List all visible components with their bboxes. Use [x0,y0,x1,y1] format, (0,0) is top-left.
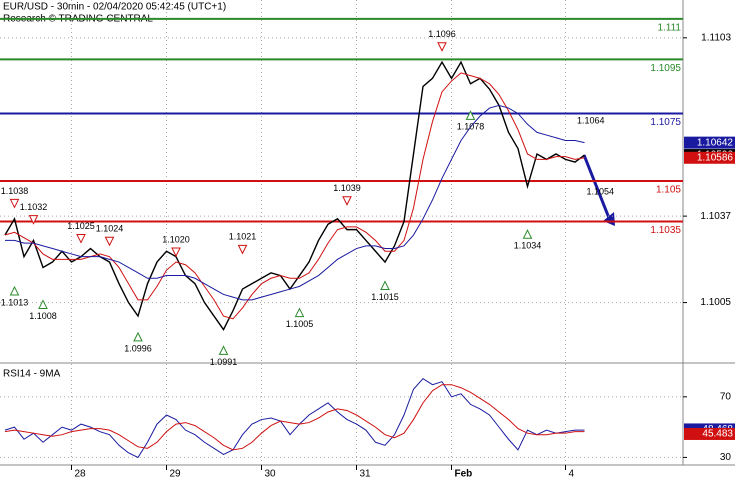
y-tick-label: 1.1005 [700,297,731,308]
annotation-label: 1.1015 [371,292,399,302]
annotation-label: 1.1078 [457,122,485,132]
x-tick-label: 31 [360,469,372,480]
level-label: 1.111 [657,23,681,34]
level-label: 1.1075 [650,117,681,128]
annotation-label: 1.0991 [210,357,238,367]
low-marker [522,229,533,239]
annotation-label: 1.1020 [162,234,190,244]
high-marker [76,234,86,244]
low-marker [9,285,20,296]
series-line [5,104,585,301]
annotation-label: 1.1021 [229,232,257,242]
annotation-label: 1.1032 [20,202,48,212]
low-marker [38,299,48,309]
x-tick-label: 30 [265,469,277,480]
low-marker [218,345,229,355]
high-marker [342,196,352,206]
forecast-arrow [582,154,611,219]
annotation-label: 1.1096 [428,29,456,39]
low-marker [465,110,476,120]
low-marker [294,307,305,318]
x-tick-label: 28 [75,469,87,480]
last-value-label: 1.10586 [697,152,734,163]
level-label-bg [640,224,682,237]
high-marker [171,247,181,258]
annotation-label: 1.1054 [587,187,615,197]
annotation-label: 1.0996 [124,343,152,353]
level-label-bg [640,62,682,75]
level-label: 1.1095 [650,63,681,74]
y-tick-label: 70 [720,391,732,402]
annotation-label: 1.1013 [1,297,29,307]
high-marker [9,198,20,209]
high-marker [28,215,39,225]
annotation-label: 1.1024 [96,224,124,234]
last-value-box [684,151,735,164]
annotation-label: 1.1008 [29,311,57,321]
level-label-bg [640,116,682,129]
x-tick-label: 4 [569,469,575,480]
level-label-bg [640,184,682,196]
level-label: 1.105 [656,185,681,196]
series-line [4,377,585,459]
high-marker [437,42,447,52]
y-tick-label: 1.1037 [700,211,731,222]
x-tick-label: 29 [170,469,182,480]
annotation-label: 1.1039 [333,183,361,193]
y-tick-label: 1.1103 [701,32,731,43]
annotation-label: 1.1005 [286,319,314,329]
high-marker [104,236,115,247]
annotation-label: 1.1038 [1,186,29,196]
annotation-label: 1.1034 [514,241,542,251]
chart-title: EUR/USD - 30min - 02/04/2020 05:42:45 (U… [3,2,226,13]
series-line [4,384,585,451]
low-marker [380,280,390,291]
y-tick-label: 30 [720,452,732,463]
last-value-box [684,427,735,440]
series-line [4,72,585,320]
indicator-title: RSI14 - 9MA [3,369,61,380]
annotation-label: 1.1025 [67,221,95,231]
level-label: 1.1035 [650,225,681,236]
x-tick-label: Feb [455,469,473,480]
low-marker [133,331,143,342]
last-value-box [684,136,735,149]
level-label-bg [640,21,682,34]
annotation-label: 1.1064 [577,116,605,126]
last-value-label: 45.483 [702,429,733,440]
high-marker [237,244,248,255]
last-value-label: 1.10642 [697,137,734,148]
